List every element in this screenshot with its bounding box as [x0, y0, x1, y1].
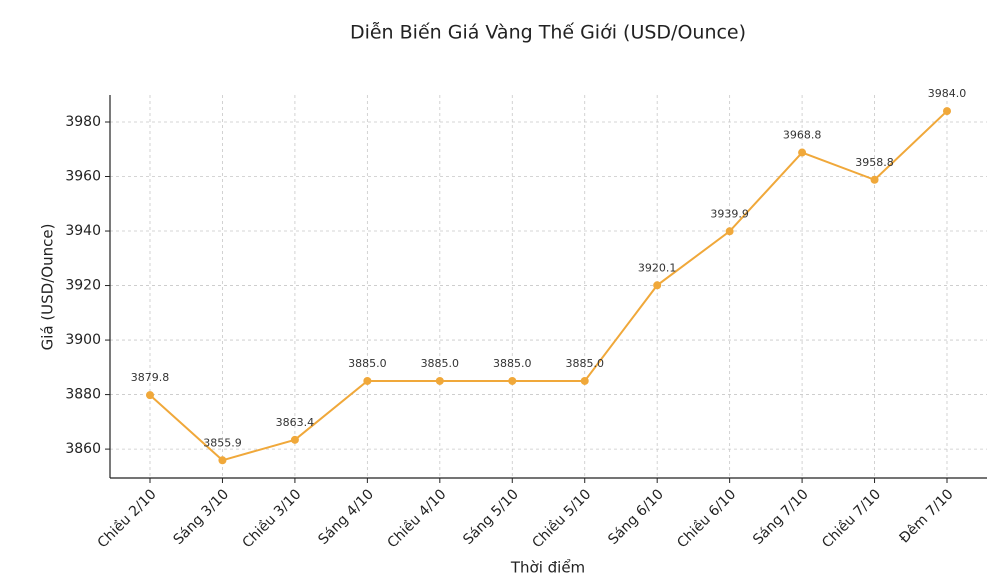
point — [870, 175, 879, 184]
value-label: 3885.0 — [565, 357, 604, 370]
point — [218, 456, 227, 465]
value-label: 3968.8 — [783, 129, 822, 142]
point — [290, 435, 299, 444]
point — [146, 391, 154, 400]
y-tick-label: 3960 — [65, 169, 101, 185]
x-tick-label: Sáng 6/10 — [605, 486, 667, 548]
point — [435, 376, 444, 385]
value-label: 3885.0 — [421, 357, 460, 370]
y-tick-label: 3980 — [65, 114, 101, 130]
value-label: 3920.1 — [638, 261, 677, 274]
value-label: 3855.9 — [203, 436, 242, 449]
value-label: 3863.4 — [276, 416, 315, 429]
y-tick-label: 3900 — [65, 332, 101, 348]
value-label: 3939.9 — [710, 207, 749, 220]
point — [580, 376, 589, 385]
x-tick-label: Chiều 5/10 — [529, 486, 595, 552]
value-label: 3958.8 — [855, 156, 894, 169]
y-tick-label: 3940 — [65, 223, 101, 239]
point — [798, 148, 807, 157]
point — [508, 376, 517, 385]
point — [725, 227, 734, 236]
x-tick-label: Chiều 6/10 — [674, 486, 740, 552]
y-tick-label: 3920 — [65, 278, 101, 294]
x-tick-label: Sáng 5/10 — [460, 486, 522, 548]
x-tick-label: Sáng 3/10 — [171, 486, 233, 548]
y-tick-label: 3860 — [65, 441, 101, 457]
value-label: 3879.8 — [131, 371, 170, 384]
y-tick-label: 3880 — [65, 387, 101, 403]
x-tick-label: Chiều 4/10 — [384, 486, 450, 552]
point — [653, 281, 662, 290]
point — [943, 107, 951, 116]
x-tick-label: Chiều 3/10 — [239, 486, 305, 552]
x-tick-label: Sáng 7/10 — [750, 486, 812, 548]
chart-title: Diễn Biến Giá Vàng Thế Giới (USD/Ounce) — [350, 21, 746, 44]
value-label: 3885.0 — [493, 357, 532, 370]
x-tick-label: Chiều 2/10 — [94, 486, 160, 552]
value-label: 3885.0 — [348, 357, 387, 370]
point — [363, 376, 372, 385]
value-label: 3984.0 — [928, 87, 967, 100]
x-tick-label: Sáng 4/10 — [315, 486, 377, 548]
line — [149, 110, 948, 462]
x-tick-label: Đêm 7/10 — [897, 486, 957, 546]
x-tick-label: Chiều 7/10 — [818, 486, 884, 552]
y-axis-label: Giá (USD/Ounce) — [39, 224, 57, 351]
x-axis-label: Thời điểm — [510, 559, 585, 577]
